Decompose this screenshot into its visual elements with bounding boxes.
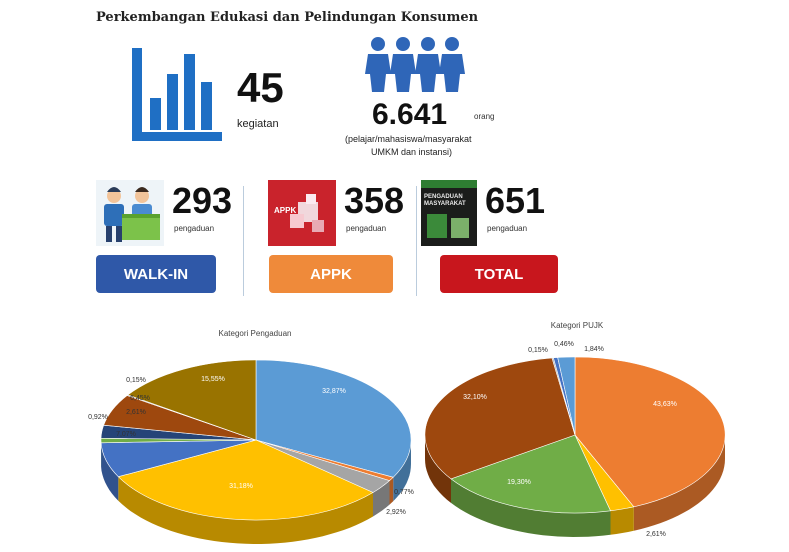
orang-unit: orang — [474, 112, 495, 121]
walkin-count: 293 — [172, 180, 233, 221]
pie-value-label: 0,15% — [126, 377, 146, 384]
pie-value-label: 15,55% — [201, 376, 225, 383]
pie-value-label: 32,10% — [463, 394, 487, 401]
total-count: 651 — [485, 180, 546, 221]
pie-title: Kategori Pengaduan — [219, 329, 292, 338]
bar-chart-icon — [132, 48, 222, 141]
divider — [243, 186, 244, 296]
pie-value-label: 19,30% — [507, 479, 531, 486]
pie-chart-1: Kategori Pengaduan 32,87% 0,77% 2,92% 31,18%… — [88, 329, 414, 544]
pie-slice-side — [373, 480, 390, 517]
divider — [416, 186, 417, 296]
kegiatan-label: kegiatan — [237, 118, 279, 130]
pie-slice — [557, 356, 576, 436]
pie-slice-side — [610, 506, 634, 535]
pie-value-label: 2,92% — [386, 509, 406, 516]
appk-icon-text: APPK — [274, 206, 297, 215]
kegiatan-count: 45 — [237, 64, 284, 111]
pie-slice-side — [633, 435, 725, 531]
pie-value-label: 6,45% — [130, 395, 150, 402]
pie-title: Kategori PUJK — [551, 321, 604, 330]
pie-value-label: 43,63% — [653, 401, 677, 408]
appk-app-icon: APPK — [268, 180, 336, 246]
total-label: pengaduan — [487, 224, 528, 233]
pie-slice-side — [393, 440, 411, 502]
pengaduan-masyarakat-icon: PENGADUAN MASYARAKAT — [421, 180, 477, 246]
pie-slice-side — [118, 476, 373, 544]
walkin-button: WALK-IN — [96, 255, 216, 293]
appk-count: 358 — [344, 180, 405, 221]
appk-label: pengaduan — [346, 224, 387, 233]
orang-desc-1: (pelajar/mahasiswa/masyarakat — [345, 134, 472, 144]
pie-slice — [424, 357, 576, 480]
pie-slice-side — [101, 442, 119, 501]
page-title: Perkembangan Edukasi dan Pelindungan Kon… — [96, 10, 479, 25]
pie-slice — [574, 356, 726, 508]
pie-slice-side — [389, 477, 394, 505]
pie-slice — [255, 359, 412, 478]
pie-value-label: 7,07% — [116, 431, 136, 438]
pie-slice — [127, 359, 257, 441]
appk-button: APPK — [269, 255, 393, 293]
total-button: TOTAL — [440, 255, 558, 293]
pengaduan-icon-text: PENGADUAN MASYARAKAT — [424, 194, 466, 207]
customer-service-icon — [96, 180, 164, 246]
pie-value-label: 0,77% — [394, 489, 414, 496]
pie-value-label: 32,87% — [322, 388, 346, 395]
walkin-label: pengaduan — [174, 224, 215, 233]
pie-chart-2: Kategori PUJK 43,63% 2,61% 19,30% 32,10% 0,15… — [424, 321, 726, 538]
pie-value-label: 31,18% — [229, 483, 253, 490]
pie-slice-side — [451, 478, 611, 537]
orang-count: 6.641 — [372, 98, 448, 131]
orang-desc-2: UMKM dan instansi) — [371, 147, 453, 157]
pie-value-label: 2,61% — [126, 409, 146, 416]
pie-value-label: 0,46% — [554, 341, 574, 348]
people-icon — [365, 37, 465, 92]
pie-slice-side — [425, 435, 451, 503]
pie-value-label: 2,61% — [646, 531, 666, 538]
pie-value-label: 0,92% — [88, 414, 108, 421]
pie-slice — [450, 434, 611, 514]
pie-value-label: 0,15% — [528, 347, 548, 354]
pie-value-label: 1,84% — [584, 346, 604, 353]
